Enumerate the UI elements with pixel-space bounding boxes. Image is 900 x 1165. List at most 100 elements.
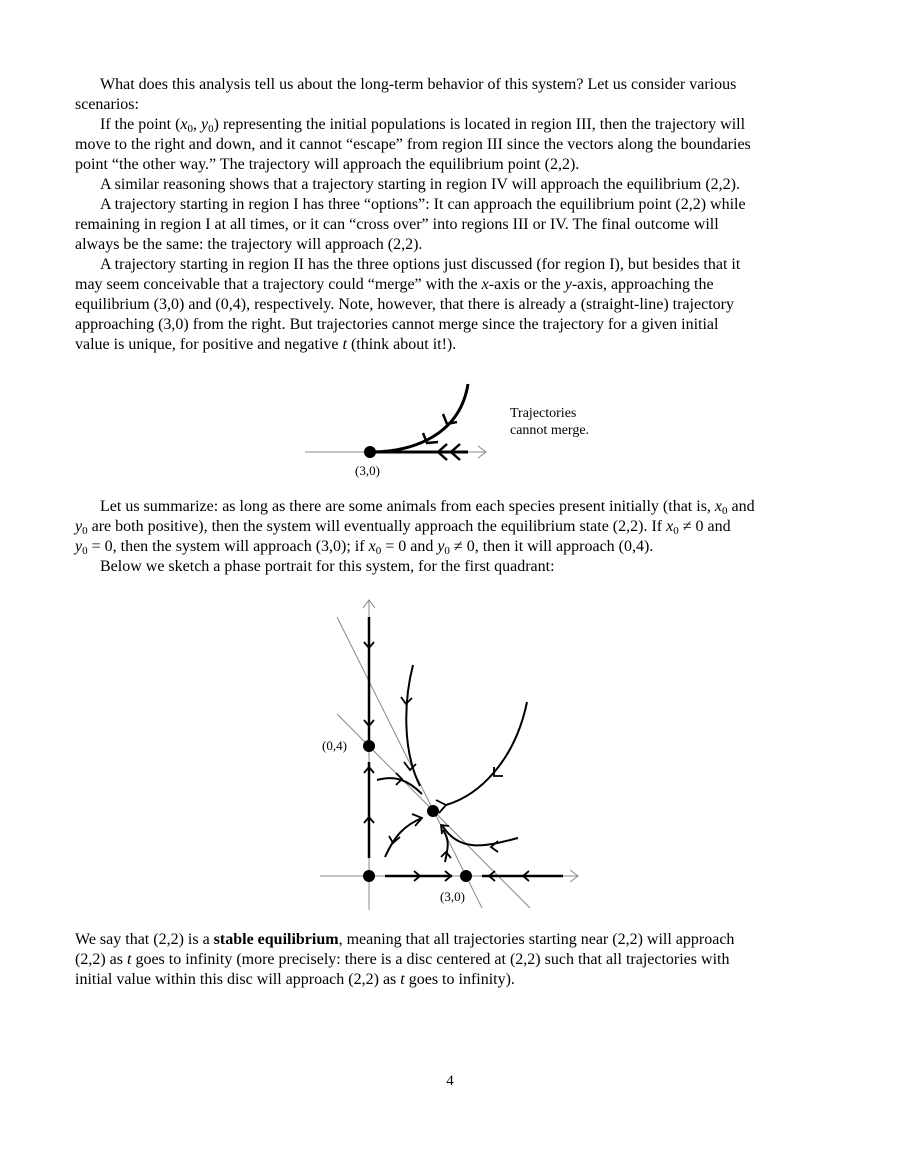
arrow-icon	[441, 413, 458, 426]
text-segment: If the point (	[100, 116, 181, 133]
text-line: Below we sketch a phase portrait for thi…	[100, 557, 555, 577]
arrow-icon	[403, 761, 417, 772]
trajectory	[442, 829, 449, 863]
axis-arrowhead	[477, 445, 487, 459]
y-axis-arrowhead	[362, 599, 376, 609]
arrow-icon	[421, 432, 439, 445]
text-line: A similar reasoning shows that a traject…	[100, 175, 740, 195]
text-segment: = 0, then the system will approach (3,0)…	[87, 538, 369, 555]
text-line: scenarios:	[75, 95, 139, 115]
arrow-icon	[363, 765, 375, 774]
arrow-icon	[439, 823, 450, 835]
equilibrium-point-2-2	[427, 805, 439, 817]
text-segment: 0	[82, 545, 88, 557]
text-segment: Let us summarize: as long as there are s…	[100, 498, 715, 515]
arrow-icon	[395, 772, 404, 786]
nullcline	[336, 616, 483, 909]
text-segment: = 0 and	[381, 538, 438, 555]
text-line: y0 = 0, then the system will approach (3…	[75, 537, 653, 557]
arrow-icon	[487, 870, 496, 882]
text-segment: point “the other way.” The trajectory wi…	[75, 156, 580, 173]
phase-portrait-figure: (0,4) (3,0)	[320, 599, 579, 910]
text-segment: ≠ 0 and	[678, 518, 731, 535]
arrow-icon	[449, 443, 461, 461]
arrow-icon	[436, 443, 448, 461]
text-segment: x	[180, 116, 188, 133]
text-segment: y	[201, 116, 209, 133]
text-segment: equilibrium (3,0) and (0,4), respectivel…	[75, 296, 734, 313]
arrow-icon	[388, 835, 401, 845]
text-segment: ≠ 0, then it will approach (0,4).	[449, 538, 654, 555]
text-segment: t	[400, 971, 405, 988]
text-segment: goes to infinity (more precisely: there …	[131, 951, 730, 968]
text-line: point “the other way.” The trajectory wi…	[75, 155, 579, 175]
text-segment: -axis, approaching the	[571, 276, 714, 293]
text-segment: t	[342, 336, 347, 353]
text-line: always be the same: the trajectory will …	[75, 235, 422, 255]
text-line: equilibrium (3,0) and (0,4), respectivel…	[75, 295, 734, 315]
text-segment: move to the right and down, and it canno…	[75, 136, 751, 153]
text-segment: and	[727, 498, 755, 515]
text-segment: A trajectory starting in region I has th…	[100, 196, 746, 213]
trajectories-cannot-merge-figure: (3,0) Trajectories cannot merge.	[305, 383, 589, 478]
text-segment: scenarios:	[75, 96, 139, 113]
text-segment: 0	[82, 525, 88, 537]
curved-trajectory	[369, 383, 470, 454]
text-segment: (2,2) as	[75, 951, 127, 968]
x-axis-arrowhead	[569, 869, 579, 883]
text-line: may seem conceivable that a trajectory c…	[75, 275, 714, 295]
text-line: Let us summarize: as long as there are s…	[100, 497, 755, 517]
trajectory	[445, 701, 528, 806]
text-segment: x	[714, 498, 723, 515]
figure-caption: cannot merge.	[510, 423, 589, 438]
arrow-icon	[413, 870, 422, 882]
arrow-icon	[363, 719, 375, 728]
text-line: y0 are both positive), then the system w…	[75, 517, 731, 537]
text-segment: goes to infinity).	[404, 971, 515, 988]
text-segment: 0	[673, 525, 679, 537]
text-line: remaining in region I at all times, or i…	[75, 215, 719, 235]
text-segment: 0	[722, 505, 728, 517]
text-line: approaching (3,0) from the right. But tr…	[75, 315, 718, 335]
arrow-icon	[489, 840, 499, 853]
bold-term: stable equilibrium	[213, 931, 339, 948]
arrow-icon	[444, 870, 453, 882]
text-segment: y	[437, 538, 445, 555]
equilibrium-point-0-4	[363, 740, 375, 752]
arrow-icon	[435, 799, 448, 814]
arrow-icon	[440, 850, 452, 859]
text-line: A trajectory starting in region I has th…	[100, 195, 746, 215]
trajectory	[441, 824, 519, 847]
text-segment: y	[75, 538, 83, 555]
text-line: A trajectory starting in region II has t…	[100, 255, 740, 275]
text-segment: What does this analysis tell us about th…	[100, 76, 737, 93]
text-segment: ,	[193, 116, 202, 133]
arrow-icon	[363, 815, 375, 824]
text-line: value is unique, for positive and negati…	[75, 335, 456, 355]
arrow-icon	[411, 813, 424, 827]
point-label: (3,0)	[440, 889, 465, 904]
trajectory	[384, 817, 423, 858]
arrow-icon	[363, 641, 375, 650]
page-number: 4	[446, 1073, 454, 1089]
text-line: initial value within this disc will appr…	[75, 970, 515, 990]
text-segment: initial value within this disc will appr…	[75, 971, 401, 988]
text-line: If the point (x0, y0) representing the i…	[100, 115, 745, 135]
text-segment: Below we sketch a phase portrait for thi…	[100, 558, 555, 575]
text-line: We say that (2,2) is a stable equilibriu…	[75, 930, 734, 950]
text-line: move to the right and down, and it canno…	[75, 135, 751, 155]
text-segment: approaching (3,0) from the right. But tr…	[75, 316, 719, 333]
equilibrium-point-3-0	[460, 870, 472, 882]
text-segment: may seem conceivable that a trajectory c…	[75, 276, 482, 293]
text-segment: x	[368, 538, 376, 555]
equilibrium-point-origin	[363, 870, 375, 882]
arrow-icon	[400, 696, 413, 706]
point-label: (0,4)	[322, 738, 347, 753]
text-line: What does this analysis tell us about th…	[100, 75, 736, 95]
text-segment: 0	[375, 545, 382, 557]
text-segment: -axis or the	[488, 276, 565, 293]
text-segment: remaining in region I at all times, or i…	[75, 216, 719, 233]
text-segment: We say that (2,2) is a	[75, 931, 214, 948]
text-segment: x	[666, 518, 674, 535]
